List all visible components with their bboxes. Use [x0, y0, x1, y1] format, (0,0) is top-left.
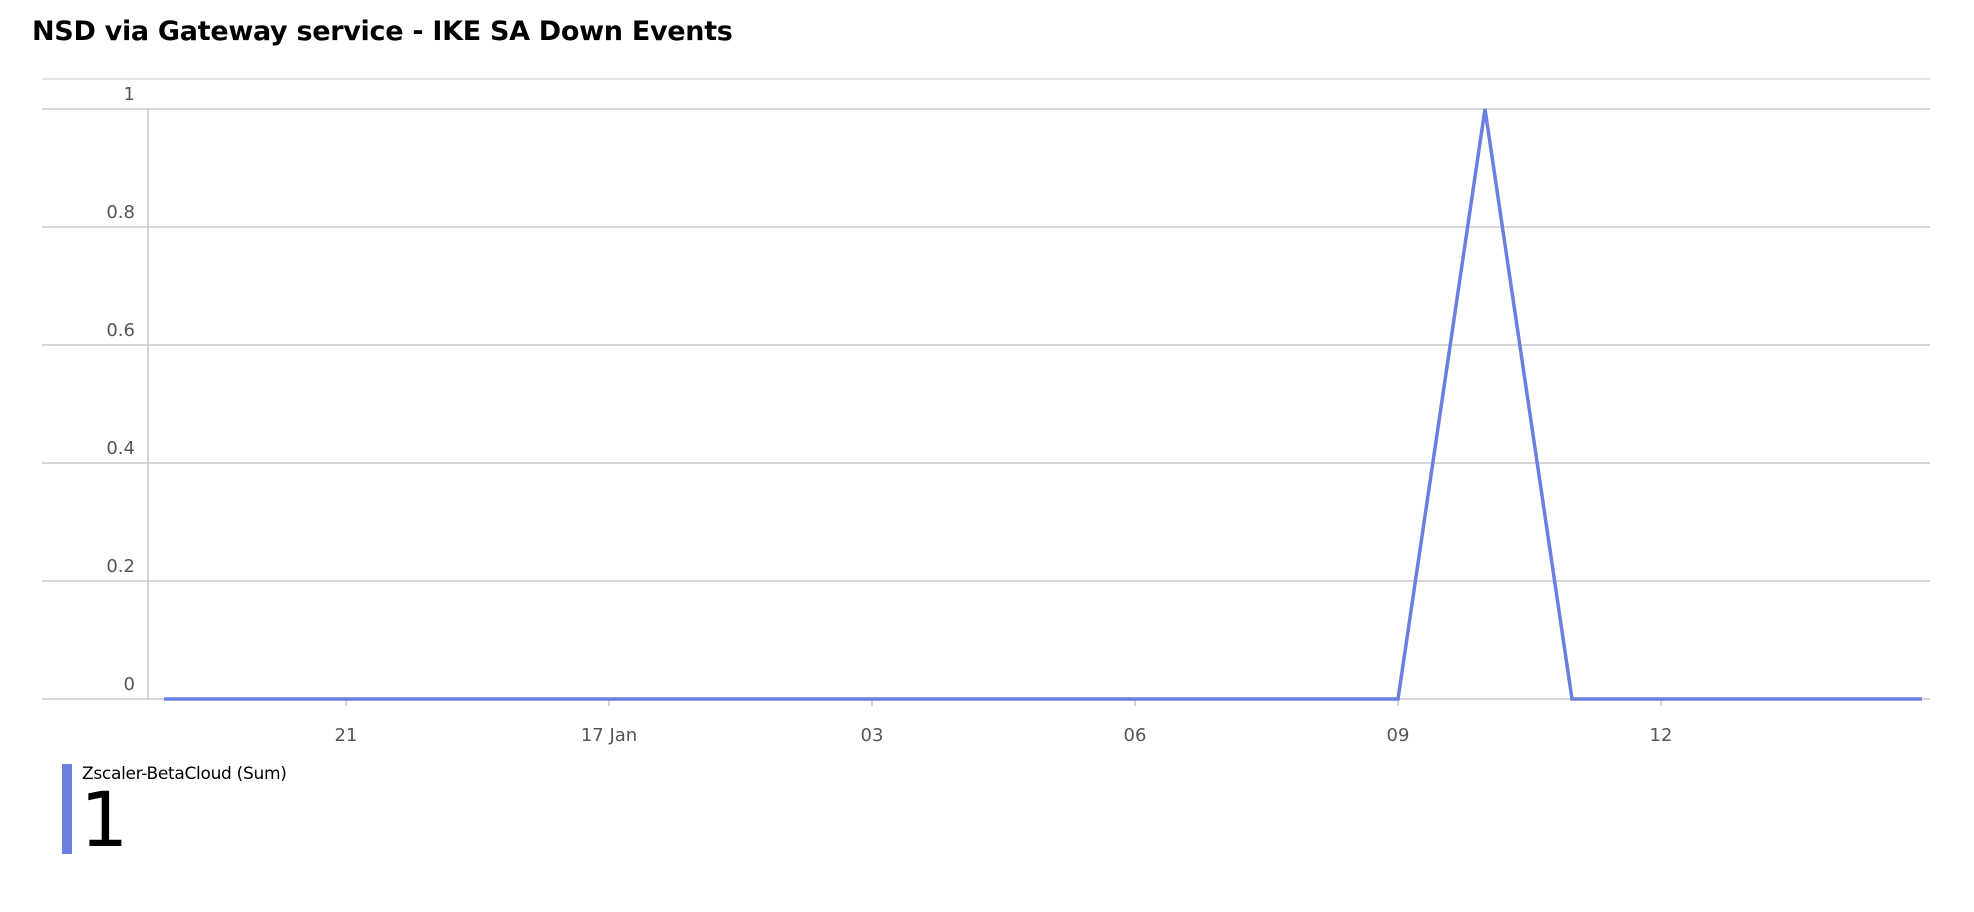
y-tick-label: 0: [124, 674, 135, 695]
x-tick-label: 09: [1387, 725, 1410, 746]
y-tick-label: 0.6: [106, 320, 135, 341]
y-tick-label: 0.8: [106, 202, 135, 223]
x-tick-label: 17 Jan: [581, 725, 637, 746]
legend-series-name: Zscaler-BetaCloud (Sum): [82, 764, 287, 784]
y-tick-label: 0.2: [106, 556, 135, 577]
legend-series-value: 1: [80, 775, 129, 864]
y-tick-label: 0.4: [106, 438, 135, 459]
x-tick-label: 06: [1124, 725, 1147, 746]
x-tick-label: 03: [861, 725, 884, 746]
series-line: [164, 108, 1922, 701]
chart-title: NSD via Gateway service - IKE SA Down Ev…: [32, 16, 733, 47]
x-tick-label: 21: [335, 725, 358, 746]
y-tick-label: 1: [124, 84, 135, 105]
legend-color-swatch: [62, 764, 72, 854]
x-tick-label: 12: [1650, 725, 1673, 746]
